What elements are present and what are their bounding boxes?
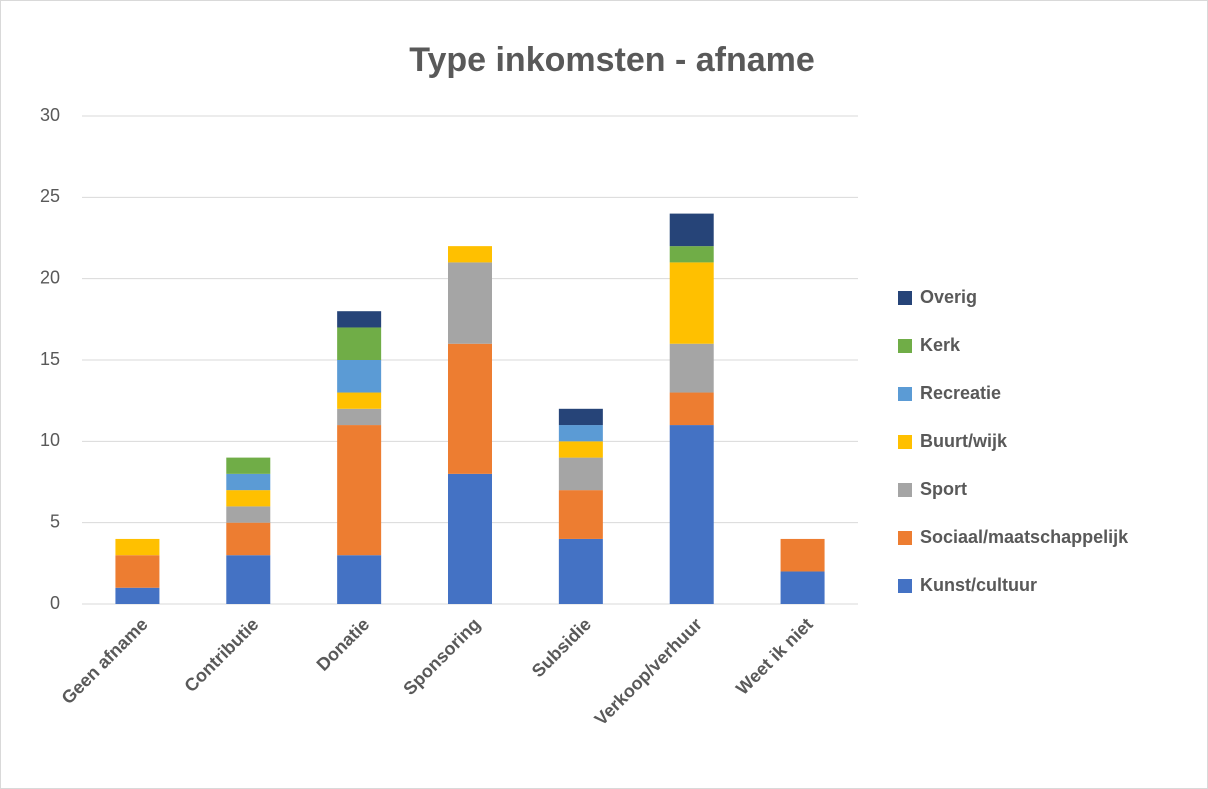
bar-segment bbox=[226, 457, 271, 474]
legend-swatch bbox=[898, 339, 912, 353]
legend-swatch bbox=[898, 291, 912, 305]
bar-segment bbox=[337, 425, 382, 556]
legend-swatch bbox=[898, 387, 912, 401]
y-tick-label: 15 bbox=[40, 349, 60, 369]
legend-swatch bbox=[898, 435, 912, 449]
bar-segment bbox=[337, 360, 382, 393]
legend-label: Sociaal/maatschappelijk bbox=[920, 527, 1129, 547]
legend-label: Overig bbox=[920, 287, 977, 307]
bar-segment bbox=[226, 522, 271, 556]
bar-segment bbox=[558, 425, 603, 442]
legend-label: Kerk bbox=[920, 335, 961, 355]
bar-segment bbox=[115, 587, 160, 604]
bar-segment bbox=[448, 246, 492, 263]
bar-segment bbox=[448, 343, 492, 474]
bar-segment bbox=[780, 538, 825, 572]
y-tick-label: 30 bbox=[40, 105, 60, 125]
bar-segment bbox=[558, 441, 603, 458]
bar-segment bbox=[558, 490, 603, 539]
bar-segment bbox=[226, 473, 271, 491]
bar-segment bbox=[115, 555, 160, 588]
bar-segment bbox=[226, 555, 271, 604]
bar-segment bbox=[669, 213, 714, 247]
bar-segment bbox=[115, 538, 160, 556]
legend-label: Recreatie bbox=[920, 383, 1001, 403]
bar-segment bbox=[669, 425, 714, 604]
bar-segment bbox=[448, 473, 492, 604]
bar-segment bbox=[669, 392, 714, 426]
bar-segment bbox=[337, 392, 382, 409]
bar-segment bbox=[337, 327, 382, 360]
bar-segment bbox=[780, 571, 825, 604]
legend-swatch bbox=[898, 531, 912, 545]
bar-segment bbox=[448, 262, 492, 344]
legend-label: Sport bbox=[920, 479, 967, 499]
legend-label: Kunst/cultuur bbox=[920, 575, 1037, 595]
bar-segment bbox=[669, 262, 714, 344]
y-tick-label: 25 bbox=[40, 186, 60, 206]
bar-segment bbox=[337, 555, 382, 604]
bar-segment bbox=[558, 538, 603, 604]
legend-label: Buurt/wijk bbox=[920, 431, 1008, 451]
y-tick-label: 20 bbox=[40, 267, 60, 287]
y-tick-label: 5 bbox=[50, 511, 60, 531]
bar-segment bbox=[669, 246, 714, 263]
bar-segment bbox=[226, 490, 271, 507]
legend-swatch bbox=[898, 579, 912, 593]
bar-segment bbox=[226, 506, 271, 523]
y-tick-label: 10 bbox=[40, 430, 60, 450]
chart-title: Type inkomsten - afname bbox=[409, 41, 815, 79]
bar-segment bbox=[337, 408, 382, 426]
bar-segment bbox=[558, 408, 603, 426]
y-tick-label: 0 bbox=[50, 593, 60, 613]
bar-segment bbox=[337, 311, 382, 328]
legend-swatch bbox=[898, 483, 912, 497]
bar-segment bbox=[669, 343, 714, 393]
bar-segment bbox=[558, 457, 603, 491]
